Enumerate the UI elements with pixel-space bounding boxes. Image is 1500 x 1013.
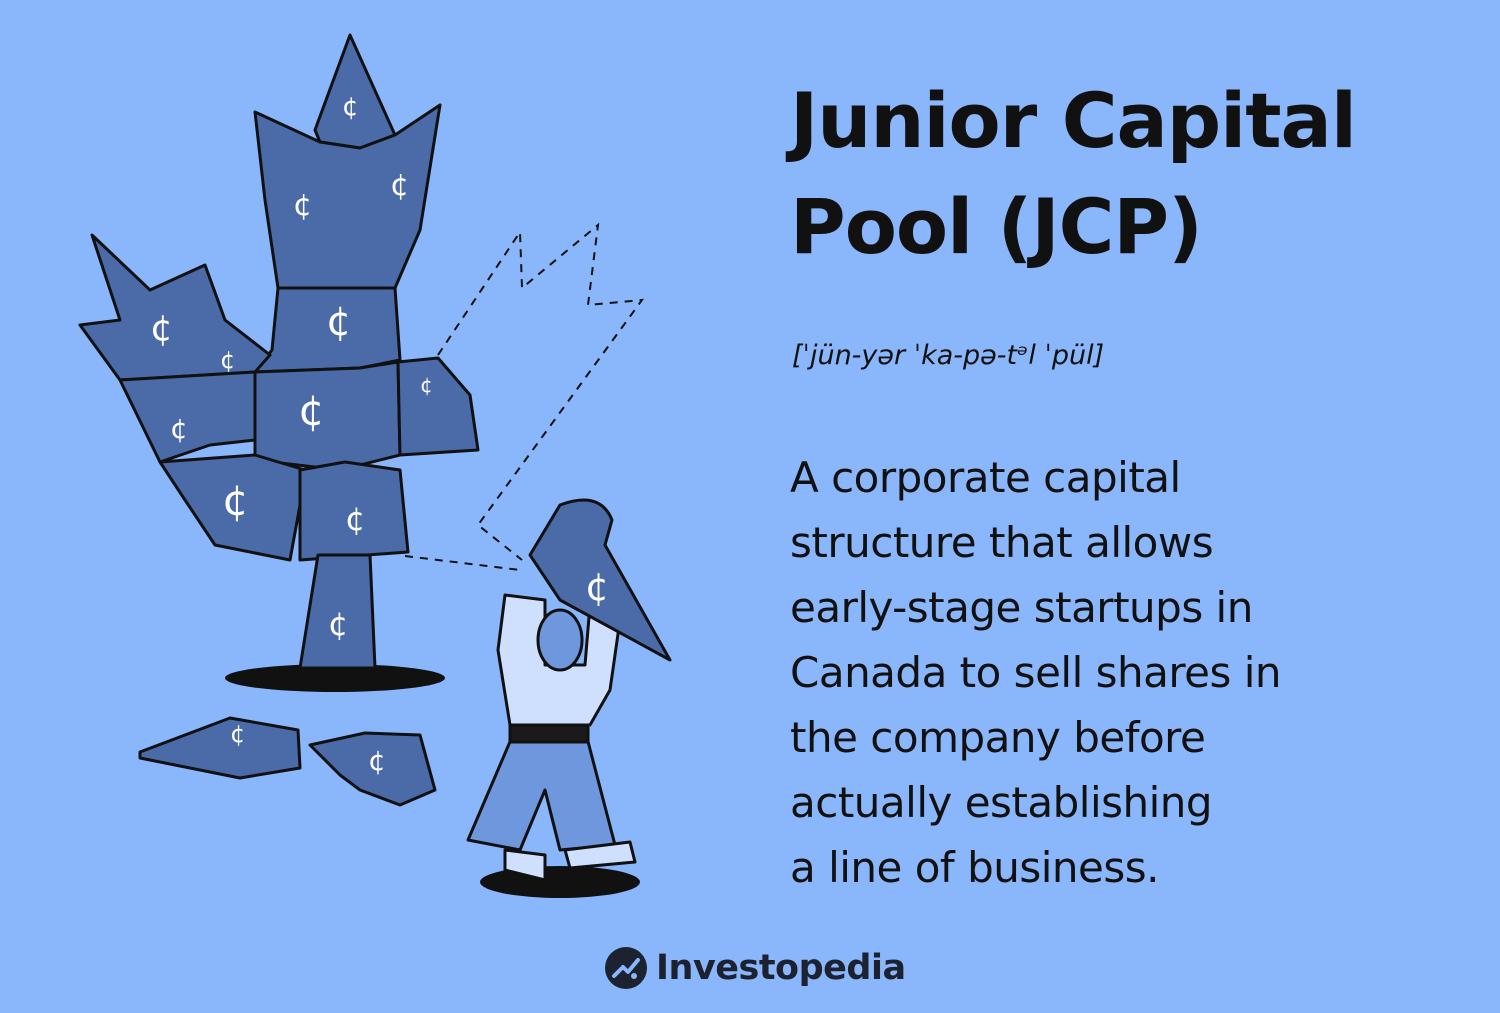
pants: [466, 728, 617, 852]
cent-icon: ¢: [220, 346, 235, 374]
cent-icon: ¢: [293, 188, 312, 223]
cent-symbols: ¢ ¢ ¢ ¢ ¢ ¢ ¢ ¢ ¢ ¢ ¢ ¢ ¢ ¢ ¢: [150, 92, 609, 777]
cent-icon: ¢: [230, 720, 245, 748]
definition-text: A corporate capital structure that allow…: [790, 453, 1282, 892]
cent-icon: ¢: [345, 500, 365, 538]
puzzle-piece: [253, 360, 402, 472]
puzzle-piece: [158, 453, 307, 562]
shoe-left: [503, 848, 547, 882]
maple-leaf-puzzle-illustration: ¢ ¢ ¢ ¢ ¢ ¢ ¢ ¢ ¢ ¢ ¢ ¢ ¢ ¢ ¢: [78, 33, 672, 898]
cent-icon: ¢: [368, 744, 386, 777]
head: [536, 608, 584, 672]
puzzle-piece: [118, 370, 257, 464]
puzzle-piece: [78, 233, 272, 382]
cent-icon: ¢: [585, 565, 609, 609]
shoe-right: [563, 840, 637, 870]
puzzle-piece: [253, 103, 442, 290]
cent-icon: ¢: [390, 168, 409, 203]
cent-icon: ¢: [298, 386, 325, 435]
cent-icon: ¢: [342, 92, 359, 122]
page-title: Junior Capital Pool (JCP): [790, 76, 1357, 271]
brand-footer: Investopedia: [604, 946, 906, 990]
dashed-guide: [404, 222, 645, 571]
cent-icon: ¢: [328, 605, 348, 643]
puzzle-piece: [396, 356, 480, 457]
person: [466, 593, 637, 882]
cent-icon: ¢: [170, 412, 188, 445]
loose-pieces: [138, 716, 437, 807]
puzzle-piece: [298, 553, 377, 670]
puzzle-piece: [298, 460, 410, 562]
pronunciation: [ˈjün-yər ˈka-pə-tᵊl ˈpül]: [792, 340, 1105, 371]
puzzle-piece: [138, 716, 302, 780]
cent-icon: ¢: [420, 373, 433, 397]
tree-shadow: [225, 664, 445, 692]
brand-name: Investopedia: [656, 948, 906, 988]
maple-leaf: [78, 33, 480, 670]
puzzle-piece: [308, 731, 437, 807]
carried-piece: [528, 498, 672, 662]
cent-icon: ¢: [150, 308, 173, 349]
cent-icon: ¢: [222, 476, 249, 525]
cent-icon: ¢: [326, 299, 351, 345]
investopedia-logo-icon: [605, 947, 647, 989]
